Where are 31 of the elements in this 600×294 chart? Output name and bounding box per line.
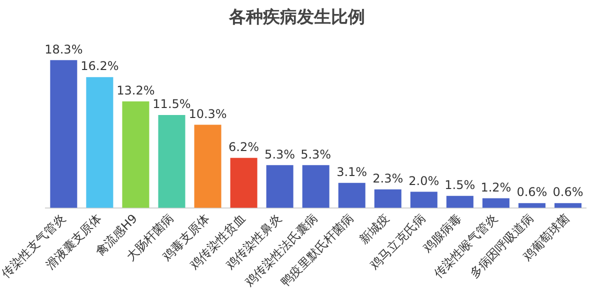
data-label: 2.3% bbox=[372, 171, 404, 186]
data-label: 16.2% bbox=[80, 59, 119, 74]
data-label: 5.3% bbox=[300, 147, 332, 162]
data-label: 3.1% bbox=[336, 165, 368, 180]
data-label: 5.3% bbox=[264, 147, 296, 162]
bar bbox=[266, 165, 294, 208]
bar bbox=[230, 158, 258, 208]
chart-title: 各种疾病发生比例 bbox=[228, 8, 365, 28]
bar bbox=[86, 77, 114, 208]
data-label: 18.3% bbox=[44, 42, 83, 56]
bar bbox=[554, 203, 582, 208]
bar bbox=[446, 196, 474, 208]
bar bbox=[338, 182, 366, 208]
data-label: 1.5% bbox=[444, 178, 476, 192]
data-label: 11.5% bbox=[152, 97, 191, 112]
data-label: 6.2% bbox=[228, 140, 260, 154]
data-label: 13.2% bbox=[116, 83, 155, 98]
data-label: 0.6% bbox=[516, 185, 548, 200]
data-label: 2.0% bbox=[408, 174, 440, 188]
bar bbox=[302, 165, 330, 208]
bar bbox=[518, 203, 546, 208]
data-label: 10.3% bbox=[188, 106, 227, 121]
bar bbox=[374, 189, 402, 208]
data-label: 1.2% bbox=[480, 180, 512, 194]
data-label: 0.6% bbox=[552, 185, 584, 200]
bar bbox=[194, 124, 222, 208]
bar bbox=[158, 115, 186, 208]
bar bbox=[50, 60, 78, 208]
bar bbox=[482, 198, 510, 208]
bar bbox=[410, 192, 438, 208]
bar bbox=[122, 101, 150, 208]
